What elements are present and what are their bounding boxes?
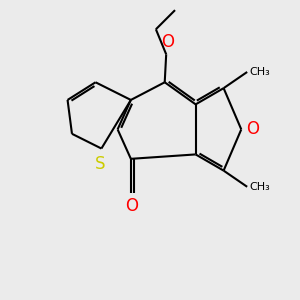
Text: CH₃: CH₃ [250, 67, 270, 77]
Text: CH₃: CH₃ [250, 182, 270, 192]
Text: O: O [125, 197, 138, 215]
Text: O: O [161, 33, 174, 51]
Text: O: O [247, 120, 260, 138]
Text: S: S [95, 155, 105, 173]
